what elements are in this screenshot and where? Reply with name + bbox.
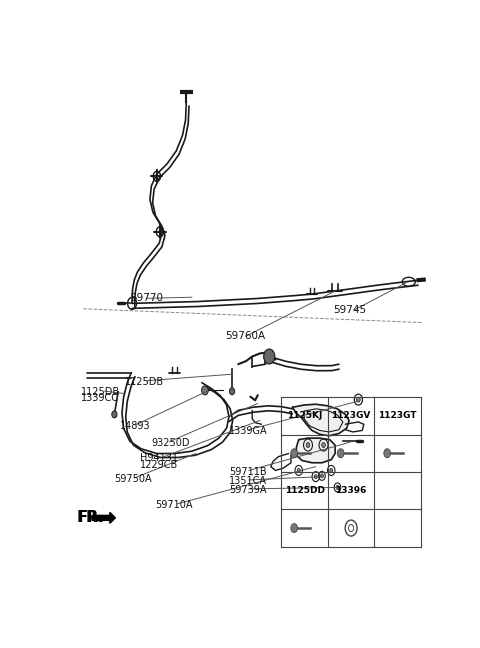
Circle shape [202, 386, 208, 395]
Text: 1339GA: 1339GA [229, 426, 268, 436]
Text: 59760A: 59760A [226, 331, 265, 341]
Polygon shape [292, 404, 349, 436]
Circle shape [337, 448, 344, 457]
Circle shape [336, 485, 339, 489]
Text: 1229CB: 1229CB [140, 461, 178, 470]
Text: 1125KJ: 1125KJ [287, 411, 322, 421]
Circle shape [264, 349, 275, 364]
Circle shape [229, 388, 235, 395]
Circle shape [321, 474, 324, 478]
Text: 59739A: 59739A [229, 485, 267, 496]
Text: 1351CA: 1351CA [229, 476, 267, 486]
Text: 1125DD: 1125DD [285, 486, 324, 495]
Text: FR.: FR. [78, 511, 105, 526]
Text: 1125DB: 1125DB [125, 377, 164, 387]
Text: 59750A: 59750A [114, 474, 152, 485]
Text: 13396: 13396 [336, 486, 367, 495]
Text: 93250D: 93250D [151, 438, 190, 448]
Text: 59711B: 59711B [229, 467, 267, 477]
Polygon shape [296, 438, 335, 463]
Text: 14893: 14893 [120, 421, 150, 431]
Text: 59770: 59770 [131, 294, 164, 303]
Circle shape [291, 448, 298, 457]
Text: H94131: H94131 [140, 454, 178, 463]
Circle shape [357, 397, 360, 402]
Circle shape [384, 448, 391, 457]
Text: 1123GT: 1123GT [378, 411, 417, 421]
Circle shape [306, 443, 310, 448]
Circle shape [314, 474, 317, 479]
Circle shape [330, 469, 333, 472]
Text: 1339CC: 1339CC [81, 393, 119, 403]
Circle shape [322, 443, 325, 448]
Circle shape [297, 469, 300, 472]
Text: FR.: FR. [77, 511, 104, 526]
FancyArrow shape [92, 513, 115, 524]
Circle shape [291, 524, 298, 533]
Text: 1125DB: 1125DB [81, 387, 120, 397]
Circle shape [112, 411, 117, 418]
Text: 1123GV: 1123GV [331, 411, 371, 421]
Text: 59710A: 59710A [155, 500, 192, 511]
Text: 59745: 59745 [334, 305, 367, 315]
